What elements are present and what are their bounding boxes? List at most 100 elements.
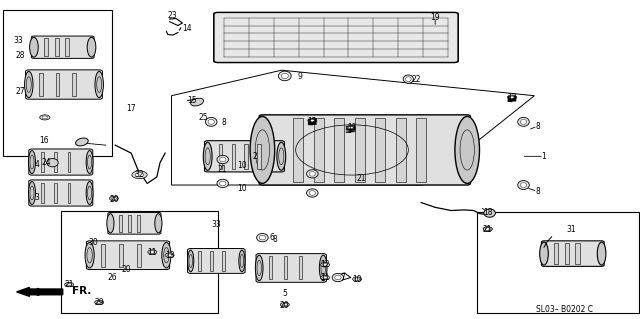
Text: 7: 7: [340, 273, 345, 282]
Circle shape: [321, 275, 330, 280]
Circle shape: [97, 301, 102, 304]
Ellipse shape: [29, 182, 35, 204]
Ellipse shape: [85, 242, 94, 268]
Text: 8: 8: [273, 235, 278, 244]
Text: 20: 20: [122, 265, 132, 274]
Text: 5: 5: [282, 289, 287, 298]
Bar: [396, 118, 406, 182]
Ellipse shape: [307, 189, 318, 197]
Ellipse shape: [24, 71, 33, 98]
Text: 33: 33: [13, 36, 23, 45]
Bar: [41, 152, 44, 172]
Text: 11: 11: [348, 123, 356, 132]
Ellipse shape: [191, 98, 204, 106]
FancyBboxPatch shape: [29, 180, 93, 206]
Bar: [41, 183, 44, 203]
Ellipse shape: [277, 142, 285, 170]
Ellipse shape: [518, 117, 529, 126]
Bar: [198, 251, 201, 271]
Circle shape: [148, 250, 157, 254]
Bar: [416, 118, 426, 182]
Ellipse shape: [220, 157, 226, 162]
Text: 30: 30: [88, 238, 98, 247]
Text: 29: 29: [94, 298, 104, 307]
FancyBboxPatch shape: [259, 115, 470, 185]
Bar: [72, 73, 76, 96]
Text: 31: 31: [566, 225, 576, 234]
Circle shape: [282, 303, 287, 306]
Text: 12: 12: [321, 260, 330, 269]
Circle shape: [132, 171, 147, 179]
FancyBboxPatch shape: [188, 249, 245, 273]
Text: 22: 22: [412, 75, 420, 84]
Ellipse shape: [332, 273, 344, 282]
Text: 8: 8: [535, 122, 540, 130]
Ellipse shape: [319, 255, 327, 281]
Bar: [244, 144, 248, 169]
Bar: [61, 211, 218, 313]
Text: 3: 3: [35, 193, 40, 202]
FancyBboxPatch shape: [31, 36, 94, 58]
Ellipse shape: [29, 151, 35, 174]
Text: 18: 18: [483, 208, 492, 217]
Ellipse shape: [204, 142, 212, 170]
Circle shape: [42, 116, 47, 119]
Bar: [554, 243, 558, 264]
Circle shape: [323, 276, 328, 279]
Text: 14: 14: [182, 24, 192, 33]
Text: 28: 28: [16, 51, 25, 60]
Text: 15: 15: [187, 96, 197, 105]
Ellipse shape: [29, 37, 38, 57]
Ellipse shape: [520, 182, 527, 188]
Bar: [355, 118, 365, 182]
Ellipse shape: [107, 214, 114, 233]
Text: 8: 8: [535, 187, 540, 196]
Text: 11: 11: [321, 273, 330, 282]
Ellipse shape: [257, 234, 268, 242]
Text: FR.: FR.: [72, 286, 91, 296]
Ellipse shape: [76, 138, 88, 146]
Ellipse shape: [282, 73, 288, 78]
FancyArrow shape: [17, 287, 63, 296]
Bar: [68, 183, 70, 203]
Ellipse shape: [484, 209, 495, 217]
Ellipse shape: [520, 119, 527, 124]
Circle shape: [111, 197, 116, 200]
Bar: [293, 118, 303, 182]
Text: 10: 10: [237, 184, 247, 193]
Circle shape: [508, 95, 516, 100]
Text: 12: 12: [508, 93, 516, 102]
Bar: [119, 244, 123, 267]
Text: 25: 25: [198, 113, 209, 122]
Text: 12: 12: [308, 117, 317, 126]
Text: 23: 23: [168, 11, 178, 20]
Circle shape: [109, 196, 118, 201]
Ellipse shape: [86, 182, 93, 204]
Bar: [299, 256, 302, 279]
FancyBboxPatch shape: [541, 241, 604, 266]
Circle shape: [65, 282, 74, 287]
Text: 19: 19: [430, 13, 440, 22]
Ellipse shape: [220, 181, 226, 186]
Text: SL03– B0202 C: SL03– B0202 C: [536, 305, 593, 314]
Ellipse shape: [162, 242, 171, 268]
Text: 24: 24: [41, 158, 51, 167]
Circle shape: [95, 300, 104, 305]
Bar: [222, 251, 225, 271]
Circle shape: [308, 118, 317, 123]
Text: 20: 20: [280, 301, 290, 310]
Text: 21: 21: [218, 165, 227, 174]
Text: 20: 20: [109, 195, 119, 204]
Bar: [54, 152, 57, 172]
Circle shape: [310, 119, 315, 122]
Text: 33: 33: [211, 220, 221, 229]
Bar: [477, 212, 639, 313]
Bar: [68, 152, 70, 172]
Ellipse shape: [309, 191, 316, 195]
Ellipse shape: [205, 117, 217, 126]
Ellipse shape: [217, 179, 228, 188]
FancyBboxPatch shape: [205, 141, 285, 172]
FancyBboxPatch shape: [214, 12, 458, 63]
Text: 27: 27: [15, 87, 26, 96]
Circle shape: [280, 302, 289, 307]
